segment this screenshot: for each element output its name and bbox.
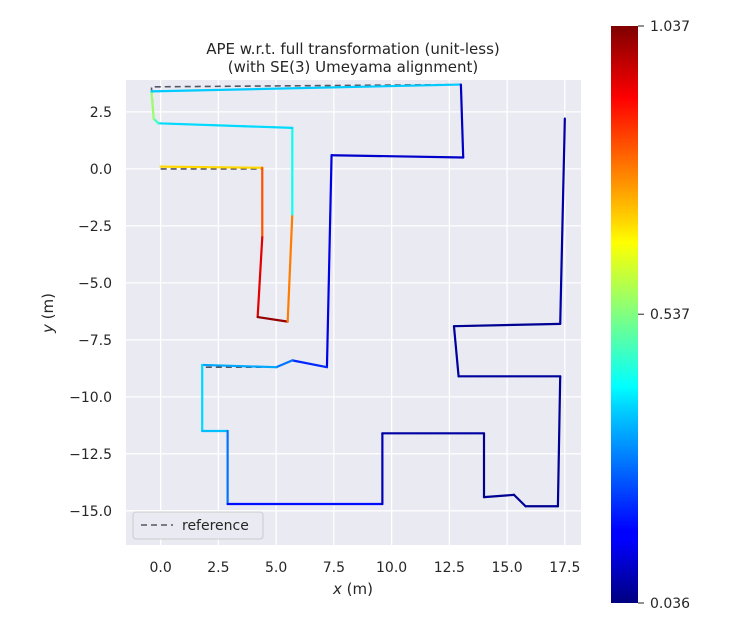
colorbar-tick-label: 0.537 [650, 307, 690, 323]
x-axis-unit: (m) [347, 580, 373, 598]
estimate-segment [459, 83, 465, 159]
y-tick-labels: 2.5 0.0 −2.5 −5.0 −7.5 −10.0 −12.5 −15.0 [69, 105, 112, 520]
legend-box [132, 511, 264, 540]
x-tick-label: 0.0 [150, 560, 172, 576]
estimate-segment [286, 213, 294, 323]
estimate-segment [201, 363, 278, 369]
y-tick-label: −7.5 [78, 333, 112, 349]
x-tick-label: 5.0 [265, 560, 287, 576]
chart-subtitle: (with SE(3) Umeyama alignment) [228, 58, 479, 76]
x-tick-label: 10.0 [376, 560, 407, 576]
estimate-segment [556, 375, 562, 508]
estimate-segment [157, 122, 294, 129]
y-tick-label: −15.0 [69, 504, 112, 520]
colorbar-tick-label: 1.037 [650, 19, 690, 35]
estimate-segment [159, 165, 264, 169]
y-tick-label: 0.0 [90, 162, 112, 178]
estimate-segment [452, 325, 460, 378]
colorbar-gradient [611, 26, 638, 603]
x-axis-label: x (m) [332, 580, 373, 598]
x-axis-var: x [332, 580, 342, 598]
y-tick-label: 2.5 [90, 105, 112, 121]
legend-label-reference: reference [182, 518, 249, 534]
x-tick-label: 12.5 [434, 560, 465, 576]
estimate-segment [325, 154, 333, 369]
estimate-segment [256, 236, 264, 319]
estimated-trajectory [150, 83, 566, 508]
y-axis-label: y (m) [39, 293, 57, 334]
x-tick-labels: 0.0 2.5 5.0 7.5 10.0 12.5 15.0 17.5 [150, 560, 581, 576]
y-tick-label: −10.0 [69, 390, 112, 406]
x-tick-label: 15.0 [492, 560, 523, 576]
estimate-segment [150, 90, 155, 120]
y-tick-label: −2.5 [78, 219, 112, 235]
chart-title: APE w.r.t. full transformation (unit-les… [206, 40, 500, 58]
estimate-segment [452, 322, 562, 328]
x-tick-label: 2.5 [207, 560, 229, 576]
colorbar: 1.037 0.537 0.036 [611, 19, 690, 612]
y-axis-var: y [39, 323, 57, 334]
y-tick-label: −12.5 [69, 447, 112, 463]
estimate-segment [330, 154, 465, 159]
plot-area [126, 80, 581, 545]
y-tick-label: −5.0 [78, 276, 112, 292]
colorbar-ticks: 1.037 0.537 0.036 [638, 19, 690, 612]
estimate-segment [256, 315, 289, 323]
y-axis-unit: (m) [39, 293, 57, 319]
estimate-segment [559, 117, 566, 325]
estimate-segment [482, 493, 516, 499]
legend: reference [132, 511, 264, 540]
x-tick-label: 7.5 [323, 560, 345, 576]
colorbar-tick-label: 0.036 [650, 596, 690, 612]
estimate-segment [512, 493, 527, 508]
estimate-segment [150, 83, 462, 93]
estimate-segment [275, 359, 294, 369]
x-tick-label: 17.5 [549, 560, 580, 576]
estimate-segment [291, 359, 329, 369]
